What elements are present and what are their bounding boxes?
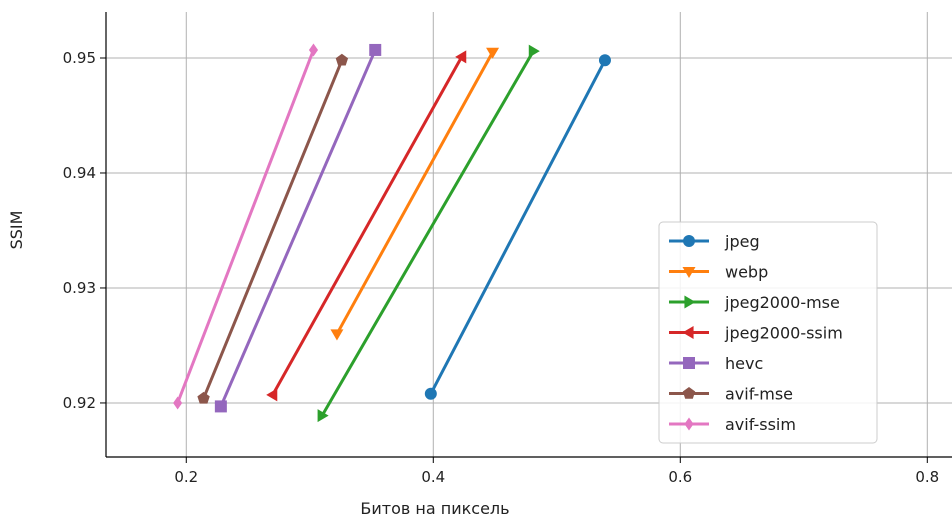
x-tick-label: 0.6 (668, 468, 692, 486)
data-point (369, 43, 382, 56)
data-point (528, 44, 540, 58)
legend-label: jpeg2000-mse (724, 293, 840, 312)
x-tick-label: 0.8 (915, 468, 939, 486)
legend-label: jpeg2000-ssim (724, 324, 843, 343)
legend-item: jpeg2000-ssim (669, 324, 843, 343)
series-webp (330, 47, 500, 341)
ticks: 0.2 0.4 0.6 0.8 0.92 0.93 0.94 0.95 (63, 49, 940, 486)
series-hevc (214, 43, 382, 413)
series-line (335, 51, 494, 335)
data-point (173, 396, 183, 410)
axes (105, 12, 952, 458)
data-point (486, 47, 500, 59)
legend-item: hevc (669, 354, 763, 373)
legend: jpeg webp jpeg2000-mse jpeg2000-ssim hevc avi… (658, 221, 878, 444)
legend-marker (684, 417, 694, 431)
series-line (320, 50, 535, 417)
legend-label: webp (725, 263, 768, 282)
series-line (219, 49, 377, 408)
series-avif-mse (197, 53, 349, 404)
legend-item: avif-mse (669, 385, 793, 404)
series-avif-ssim (173, 43, 319, 410)
series-line (202, 59, 344, 399)
data-point (330, 329, 344, 341)
y-tick-label: 0.95 (63, 49, 96, 67)
legend-item: webp (669, 263, 768, 282)
series-line (176, 49, 315, 404)
legend-label: avif-mse (725, 385, 793, 404)
grid (106, 12, 952, 457)
series-jpeg2000-ssim (266, 50, 467, 402)
legend-box (658, 221, 878, 444)
legend-marker (682, 387, 696, 399)
data-point (424, 387, 437, 400)
x-tick-label: 0.4 (421, 468, 445, 486)
legend-marker (682, 266, 696, 278)
legend-label: hevc (725, 354, 763, 373)
data-point (197, 391, 210, 404)
series-jpeg2000-mse (317, 44, 540, 423)
legend-marker (682, 326, 694, 339)
legend-marker (684, 295, 696, 309)
data-point (214, 400, 227, 413)
legend-marker (683, 357, 695, 369)
data-point (598, 54, 611, 67)
series-layer (173, 43, 611, 423)
legend-marker (683, 235, 695, 247)
legend-label: avif-ssim (725, 415, 796, 434)
legend-item: avif-ssim (669, 415, 796, 434)
series-line (271, 56, 463, 396)
legend-item: jpeg2000-mse (669, 293, 840, 312)
data-point (335, 53, 349, 66)
data-point (317, 409, 329, 423)
data-point (455, 50, 467, 64)
x-axis-label: Битов на пиксель (360, 499, 509, 518)
y-axis-label: SSIM (7, 211, 26, 250)
series-jpeg (424, 54, 611, 400)
legend-label: jpeg (724, 232, 760, 251)
series-line (429, 59, 607, 395)
y-tick-label: 0.94 (63, 164, 96, 182)
y-tick-label: 0.92 (63, 394, 96, 412)
y-tick-label: 0.93 (63, 279, 96, 297)
data-point (308, 43, 319, 57)
legend-item: jpeg (669, 232, 760, 251)
x-tick-label: 0.2 (174, 468, 198, 486)
data-point (266, 388, 278, 402)
